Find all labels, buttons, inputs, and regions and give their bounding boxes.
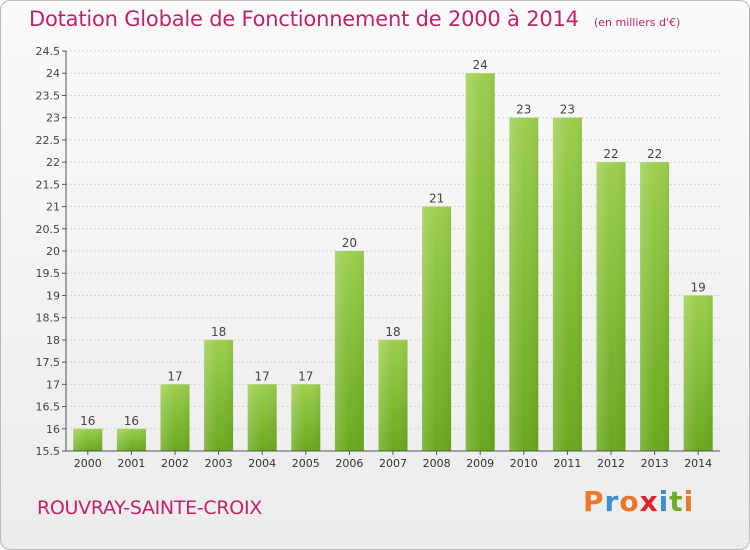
x-tick-label-2010: 2010: [510, 457, 538, 470]
x-tick-label-2006: 2006: [335, 457, 363, 470]
x-tick-label-2012: 2012: [597, 457, 625, 470]
value-label-2005: 17: [298, 369, 313, 383]
bar-shine-2008: [422, 206, 452, 451]
logo-letter: i: [683, 485, 695, 518]
logo-letter: t: [669, 485, 684, 518]
value-label-2004: 17: [255, 369, 270, 383]
bar-shine-2000: [73, 428, 103, 451]
y-tick-label: 18.5: [36, 312, 61, 325]
y-tick-label: 21: [46, 201, 60, 214]
y-tick-label: 15.5: [36, 445, 61, 458]
value-label-2002: 17: [167, 369, 182, 383]
axis-layer: [62, 50, 720, 455]
y-tick-label: 18: [46, 334, 60, 347]
bar-layer: [73, 73, 713, 452]
bar-shine-2003: [204, 339, 234, 451]
x-tick-label-2013: 2013: [641, 457, 669, 470]
value-label-2003: 18: [211, 325, 226, 339]
value-label-2014: 19: [691, 280, 706, 294]
bar-shine-2011: [552, 117, 582, 452]
bar-shine-2004: [247, 384, 277, 451]
value-label-2007: 18: [385, 325, 400, 339]
y-tick-label: 17: [46, 378, 60, 391]
value-label-2011: 23: [560, 103, 575, 117]
y-tick-label: 16.5: [36, 401, 61, 414]
bar-shine-2014: [683, 295, 713, 451]
commune-name: ROUVRAY-SAINTE-CROIX: [37, 497, 262, 519]
chart-title: Dotation Globale de Fonctionnement de 20…: [29, 7, 579, 31]
y-tick-label: 22.5: [36, 134, 61, 147]
x-tick-label-2004: 2004: [248, 457, 276, 470]
y-tick-label: 24: [46, 67, 60, 80]
bar-shine-2002: [160, 384, 190, 451]
x-tick-label-2011: 2011: [553, 457, 581, 470]
y-tick-label: 20: [46, 245, 60, 258]
logo-letter: i: [658, 485, 670, 518]
x-tick-label-2003: 2003: [205, 457, 233, 470]
bar-shine-2007: [378, 339, 408, 451]
x-tick-label-2001: 2001: [117, 457, 145, 470]
y-tick-label: 23.5: [36, 89, 61, 102]
y-tick-label: 23: [46, 112, 60, 125]
y-tick-label: 24.5: [36, 45, 61, 58]
bar-shine-2005: [291, 384, 321, 451]
value-label-2000: 16: [80, 414, 95, 428]
value-label-2010: 23: [516, 103, 531, 117]
x-tick-label-2007: 2007: [379, 457, 407, 470]
x-tick-label-2005: 2005: [292, 457, 320, 470]
y-tick-label: 19.5: [36, 267, 61, 280]
value-label-2001: 16: [124, 414, 139, 428]
y-tick-label: 21.5: [36, 178, 61, 191]
label-layer: 15.5 16 16.5 17 17.5 18 18.5 19 19.5 20 20.5 21 21.5…: [36, 45, 713, 470]
bar-shine-2009: [465, 73, 495, 451]
value-label-2009: 24: [473, 58, 488, 72]
logo-letter: P: [583, 485, 605, 518]
title-line: Dotation Globale de Fonctionnement de 20…: [29, 7, 680, 31]
x-tick-label-2008: 2008: [423, 457, 451, 470]
bar-shine-2010: [509, 117, 539, 452]
y-tick-label: 19: [46, 289, 60, 302]
bar-shine-2006: [334, 251, 364, 451]
y-tick-label: 22: [46, 156, 60, 169]
value-label-2013: 22: [647, 147, 662, 161]
x-tick-label-2002: 2002: [161, 457, 189, 470]
y-tick-label: 16: [46, 423, 60, 436]
logo-letter: x: [639, 485, 659, 518]
bar-shine-2001: [116, 428, 146, 451]
x-tick-label-2009: 2009: [466, 457, 494, 470]
y-tick-label: 20.5: [36, 223, 61, 236]
chart-subtitle: (en milliers d'€): [593, 16, 681, 29]
x-tick-label-2000: 2000: [74, 457, 102, 470]
value-label-2008: 21: [429, 192, 444, 206]
bar-shine-2012: [596, 162, 626, 451]
y-tick-label: 17.5: [36, 356, 61, 369]
value-label-2012: 22: [603, 147, 618, 161]
bar-shine-2013: [640, 162, 670, 451]
logo-letter: r: [604, 485, 620, 518]
proxiti-logo: Proxiti: [583, 485, 694, 518]
value-label-2006: 20: [342, 236, 357, 250]
logo-letter: o: [619, 485, 640, 518]
x-tick-label-2014: 2014: [684, 457, 712, 470]
